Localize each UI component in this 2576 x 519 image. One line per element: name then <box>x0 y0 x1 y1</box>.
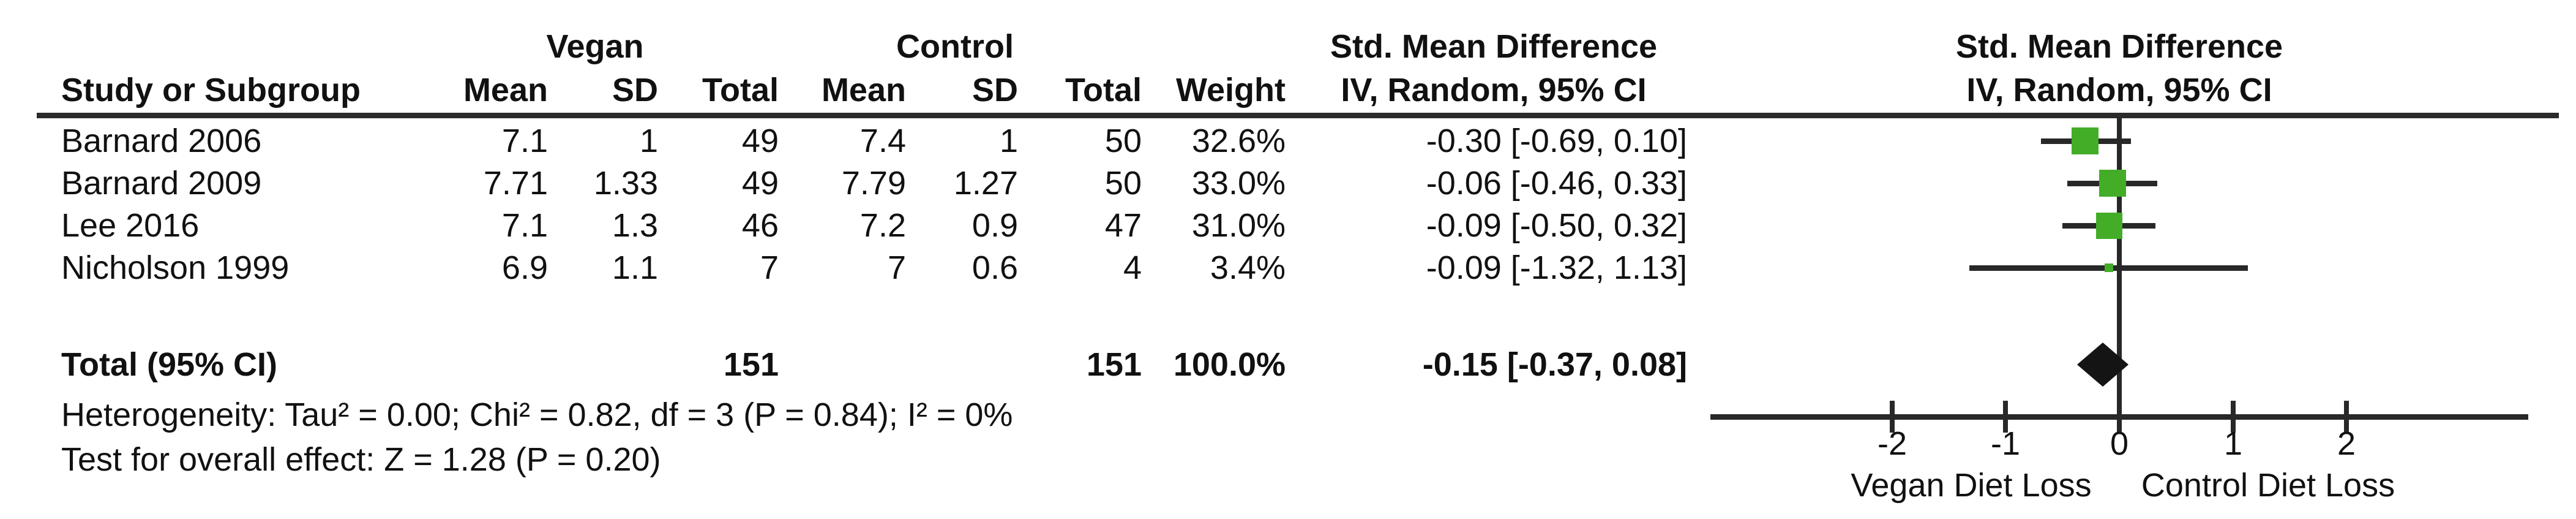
vegan-mean-value: 6.9 <box>501 249 548 286</box>
smd-marker <box>2096 213 2122 239</box>
weight-value: 3.4% <box>1210 249 1286 286</box>
weight-value: 33.0% <box>1191 165 1286 202</box>
smd-marker <box>2105 263 2113 272</box>
vegan-mean-value: 7.1 <box>501 123 548 159</box>
vegan-total-value: 49 <box>741 123 779 159</box>
x-axis-tick <box>2231 401 2236 433</box>
total-vegan-total: 151 <box>723 346 779 383</box>
smd-ci-value: -0.30 [-0.69, 0.10] <box>1426 123 1687 159</box>
x-axis-tick-label: -1 <box>1990 425 2021 462</box>
col-header-weight: Weight <box>1176 72 1286 108</box>
vegan-sd-value: 1.33 <box>593 165 658 202</box>
study-name: Barnard 2009 <box>61 165 262 202</box>
control-sd-value: 1 <box>999 123 1018 159</box>
group-header-control: Control <box>896 28 1014 65</box>
overall-effect-test: Test for overall effect: Z = 1.28 (P = 0… <box>61 441 661 478</box>
col-header-control-mean: Mean <box>821 72 906 108</box>
total-row-label: Total (95% CI) <box>61 346 278 383</box>
vegan-sd-value: 1.1 <box>612 249 658 286</box>
group-header-vegan: Vegan <box>546 28 644 65</box>
x-axis-tick-label: 1 <box>2223 425 2243 462</box>
study-name: Nicholson 1999 <box>61 249 290 286</box>
vegan-total-value: 49 <box>741 165 779 202</box>
control-mean-value: 7 <box>887 249 906 286</box>
x-axis-tick <box>2344 401 2349 433</box>
smd-text-column-subtitle: IV, Random, 95% CI <box>1341 72 1647 108</box>
smd-text-column-title: Std. Mean Difference <box>1330 28 1658 65</box>
smd-plot-column-title: Std. Mean Difference <box>1955 28 2283 65</box>
col-header-control-total: Total <box>1065 72 1142 108</box>
x-axis-tick <box>2003 401 2008 433</box>
vegan-mean-value: 7.1 <box>501 207 548 244</box>
x-axis-tick-label: 0 <box>2110 425 2129 462</box>
col-header-vegan-mean: Mean <box>463 72 548 108</box>
control-total-value: 50 <box>1104 123 1142 159</box>
control-total-value: 50 <box>1104 165 1142 202</box>
study-name: Lee 2016 <box>61 207 200 244</box>
study-name: Barnard 2006 <box>61 123 262 159</box>
control-sd-value: 0.9 <box>972 207 1018 244</box>
vegan-total-value: 46 <box>741 207 779 244</box>
control-sd-value: 1.27 <box>953 165 1018 202</box>
weight-value: 31.0% <box>1191 207 1286 244</box>
col-header-vegan-sd: SD <box>612 72 658 108</box>
vegan-total-value: 7 <box>760 249 779 286</box>
smd-plot-column-subtitle: IV, Random, 95% CI <box>1966 72 2272 108</box>
control-mean-value: 7.2 <box>859 207 906 244</box>
header-separator-line <box>37 113 2559 118</box>
smd-ci-value: -0.09 [-1.32, 1.13] <box>1426 249 1687 286</box>
x-axis-tick <box>2117 401 2122 433</box>
control-total-value: 4 <box>1123 249 1142 286</box>
smd-ci-value: -0.09 [-0.50, 0.32] <box>1426 207 1687 244</box>
axis-label-right: Control Diet Loss <box>2141 467 2395 504</box>
control-mean-value: 7.4 <box>859 123 906 159</box>
col-header-study: Study or Subgroup <box>61 72 361 108</box>
col-header-vegan-total: Total <box>702 72 779 108</box>
smd-marker <box>2072 127 2099 154</box>
control-sd-value: 0.6 <box>972 249 1018 286</box>
weight-value: 32.6% <box>1191 123 1286 159</box>
smd-ci-value: -0.06 [-0.46, 0.33] <box>1426 165 1687 202</box>
total-control-total: 151 <box>1086 346 1142 383</box>
smd-marker <box>2099 170 2126 197</box>
control-total-value: 47 <box>1104 207 1142 244</box>
control-mean-value: 7.79 <box>841 165 906 202</box>
vegan-sd-value: 1.3 <box>612 207 658 244</box>
x-axis-tick-label: 2 <box>2337 425 2356 462</box>
total-smd-ci: -0.15 [-0.37, 0.08] <box>1422 346 1687 383</box>
vegan-sd-value: 1 <box>639 123 658 159</box>
axis-label-left: Vegan Diet Loss <box>1851 467 2092 504</box>
col-header-control-sd: SD <box>972 72 1018 108</box>
heterogeneity-stats: Heterogeneity: Tau² = 0.00; Chi² = 0.82,… <box>61 396 1013 433</box>
vegan-mean-value: 7.71 <box>483 165 548 202</box>
total-weight: 100.0% <box>1173 346 1286 383</box>
x-axis-tick-label: -2 <box>1877 425 1908 462</box>
x-axis-tick <box>1890 401 1895 433</box>
